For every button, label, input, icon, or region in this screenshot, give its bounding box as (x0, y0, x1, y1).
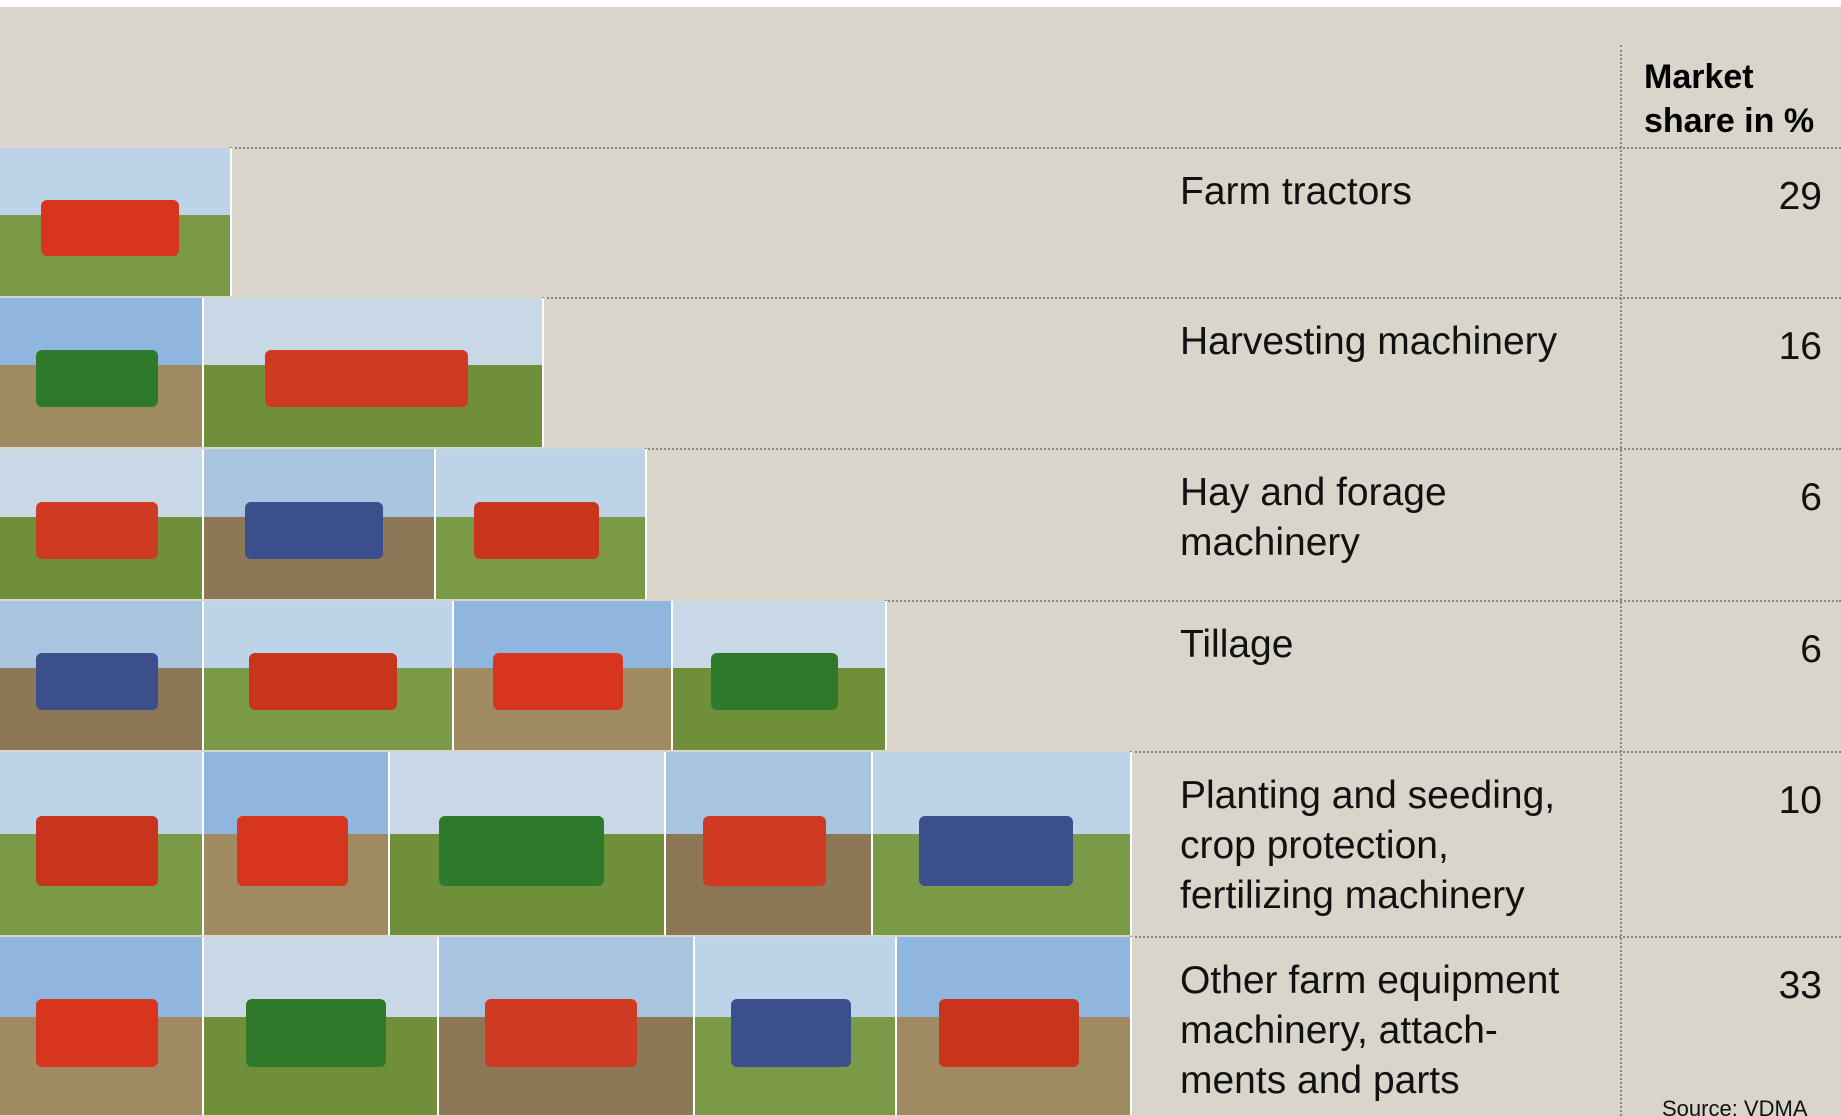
photo (0, 449, 204, 599)
photo-part (249, 653, 398, 710)
category-label: Farm tractors (1180, 167, 1600, 217)
source-note: Source: VDMA (1662, 1096, 1808, 1116)
photo (897, 937, 1132, 1115)
photo (204, 298, 544, 447)
photo (439, 937, 695, 1115)
category-label: Planting and seeding, (1180, 771, 1600, 821)
photo-part (245, 502, 383, 559)
photo-part (711, 653, 838, 710)
photo (695, 937, 897, 1115)
photo-part (485, 999, 637, 1067)
category-label: machinery (1180, 518, 1600, 568)
slide: Market share in % Farm tractors 29 Harvest… (0, 0, 1841, 1116)
photo (454, 601, 673, 750)
category-label: Hay and forage (1180, 468, 1600, 518)
photo (0, 601, 204, 750)
market-share: 16 (1640, 325, 1822, 369)
photo (204, 601, 454, 750)
photo (666, 752, 873, 935)
market-share: 33 (1640, 964, 1822, 1008)
row-divider (645, 448, 1841, 450)
category-label: Tillage (1180, 620, 1600, 670)
panel: Market share in % Farm tractors 29 Harvest… (0, 7, 1841, 1116)
photo-part (41, 200, 179, 256)
photo-part (36, 502, 157, 559)
photo-part (265, 350, 468, 407)
photo-part (731, 999, 851, 1067)
photo-part (36, 816, 157, 886)
market-share: 6 (1640, 476, 1822, 520)
category-label: Harvesting machinery (1180, 317, 1600, 367)
market-share: 29 (1640, 175, 1822, 219)
row-divider (1130, 751, 1841, 753)
category-label: ments and parts (1180, 1056, 1600, 1106)
photo (204, 449, 436, 599)
photo-part (439, 816, 603, 886)
photo-part (939, 999, 1079, 1067)
category-label: fertilizing machinery (1180, 871, 1600, 921)
photo-part (237, 816, 347, 886)
photo (436, 449, 647, 599)
photo-part (36, 999, 157, 1067)
photo (204, 937, 439, 1115)
column-header: Market share in % (1644, 55, 1834, 143)
row-divider (542, 297, 1841, 299)
photo (204, 752, 390, 935)
category-label: machinery, attach- (1180, 1006, 1600, 1056)
photo (0, 298, 204, 447)
photo (0, 752, 204, 935)
column-divider (1620, 45, 1622, 1116)
photo-part (36, 350, 157, 407)
market-share: 10 (1640, 779, 1822, 823)
photo-part (36, 653, 157, 710)
category-label: Other farm equipment (1180, 956, 1600, 1006)
photo-part (246, 999, 386, 1067)
photo (390, 752, 666, 935)
market-share: 6 (1640, 628, 1822, 672)
photo (673, 601, 887, 750)
photo (873, 752, 1132, 935)
photo-part (919, 816, 1073, 886)
photo-part (474, 502, 599, 559)
row-divider (230, 147, 1841, 149)
photo-part (703, 816, 826, 886)
photo (0, 148, 232, 296)
row-divider (1130, 936, 1841, 938)
row-divider (885, 600, 1841, 602)
category-label: crop protection, (1180, 821, 1600, 871)
photo (0, 937, 204, 1115)
photo-part (493, 653, 623, 710)
